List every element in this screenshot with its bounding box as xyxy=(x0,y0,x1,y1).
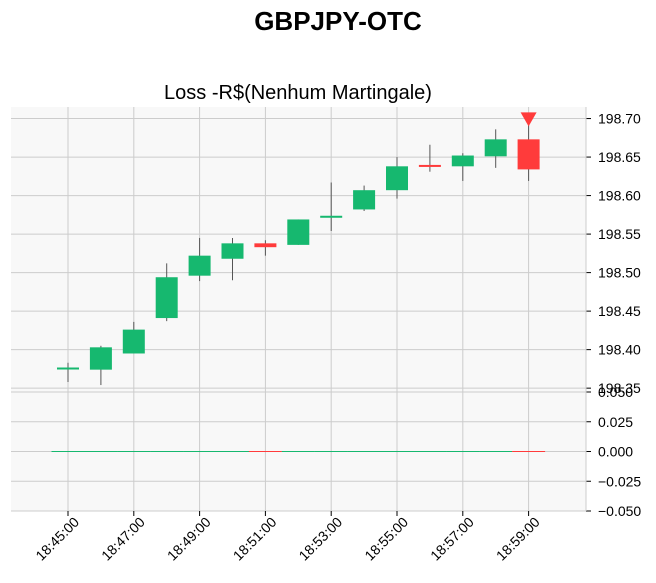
volume-bar xyxy=(117,451,151,452)
candle-body xyxy=(386,166,408,191)
volume-bar xyxy=(380,451,414,452)
volume-bar xyxy=(512,451,546,452)
candle-body xyxy=(418,164,441,167)
price-panel: 198.35 198.40 198.45 198.50 198.55 198.60 198.… xyxy=(11,107,641,396)
candle-body xyxy=(188,255,211,276)
price-ytick-label: 198.55 xyxy=(598,226,641,242)
volume-bar xyxy=(248,451,282,452)
volume-bar xyxy=(150,451,184,452)
candle-body xyxy=(89,347,112,370)
signal-marker xyxy=(520,112,537,127)
volume-ytick-label: 0.025 xyxy=(598,414,633,430)
candle-body xyxy=(320,215,343,218)
price-ytick-label: 198.70 xyxy=(598,111,641,127)
volume-ytick-label: 0.000 xyxy=(598,444,633,460)
xtick-label: 18:47:00 xyxy=(98,514,148,564)
xtick-label: 18:53:00 xyxy=(295,514,345,564)
price-ytick-label: 198.40 xyxy=(598,342,641,358)
volume-bar xyxy=(183,451,217,452)
volume-bar xyxy=(479,451,513,452)
volume-bar xyxy=(413,451,447,452)
candle-body xyxy=(353,190,376,210)
volume-bar xyxy=(216,451,249,452)
price-ytick-label: 198.45 xyxy=(598,303,641,319)
xtick-label: 18:49:00 xyxy=(164,514,214,564)
candle-body xyxy=(484,139,507,157)
candle-body xyxy=(517,139,540,170)
price-ytick-label: 198.60 xyxy=(598,188,641,204)
candle-body xyxy=(254,243,277,248)
xtick-label: 18:51:00 xyxy=(230,514,280,564)
volume-bar xyxy=(347,451,381,452)
xtick-label: 18:55:00 xyxy=(361,514,411,564)
volume-ytick-label: −0.050 xyxy=(598,503,641,519)
volume-panel: 0.050 0.025 0.000 −0.025 −0.050 xyxy=(11,384,641,519)
volume-bar xyxy=(281,451,315,452)
candle-body xyxy=(287,219,310,245)
volume-ytick-label: −0.025 xyxy=(598,473,641,489)
price-ytick-label: 198.65 xyxy=(598,149,641,165)
volume-bar xyxy=(446,451,480,452)
volume-bar xyxy=(314,451,348,452)
candle-body xyxy=(221,243,244,259)
volume-bar xyxy=(84,451,118,452)
xtick-label: 18:57:00 xyxy=(427,514,477,564)
chart-title: GBPJPY-OTC xyxy=(254,6,422,36)
candle-body xyxy=(451,155,474,167)
volume-bar xyxy=(51,451,85,452)
candle-body xyxy=(155,277,178,319)
xtick-label: 18:45:00 xyxy=(32,514,82,564)
xtick-label: 18:59:00 xyxy=(493,514,543,564)
volume-ytick-label: 0.050 xyxy=(598,384,633,400)
candle-body xyxy=(57,367,79,370)
candle-body xyxy=(122,329,145,354)
price-ytick-label: 198.50 xyxy=(598,265,641,281)
price-ytick-label: 198.35 xyxy=(598,380,641,396)
chart-subtitle: Loss -R$(Nenhum Martingale) xyxy=(164,82,432,104)
